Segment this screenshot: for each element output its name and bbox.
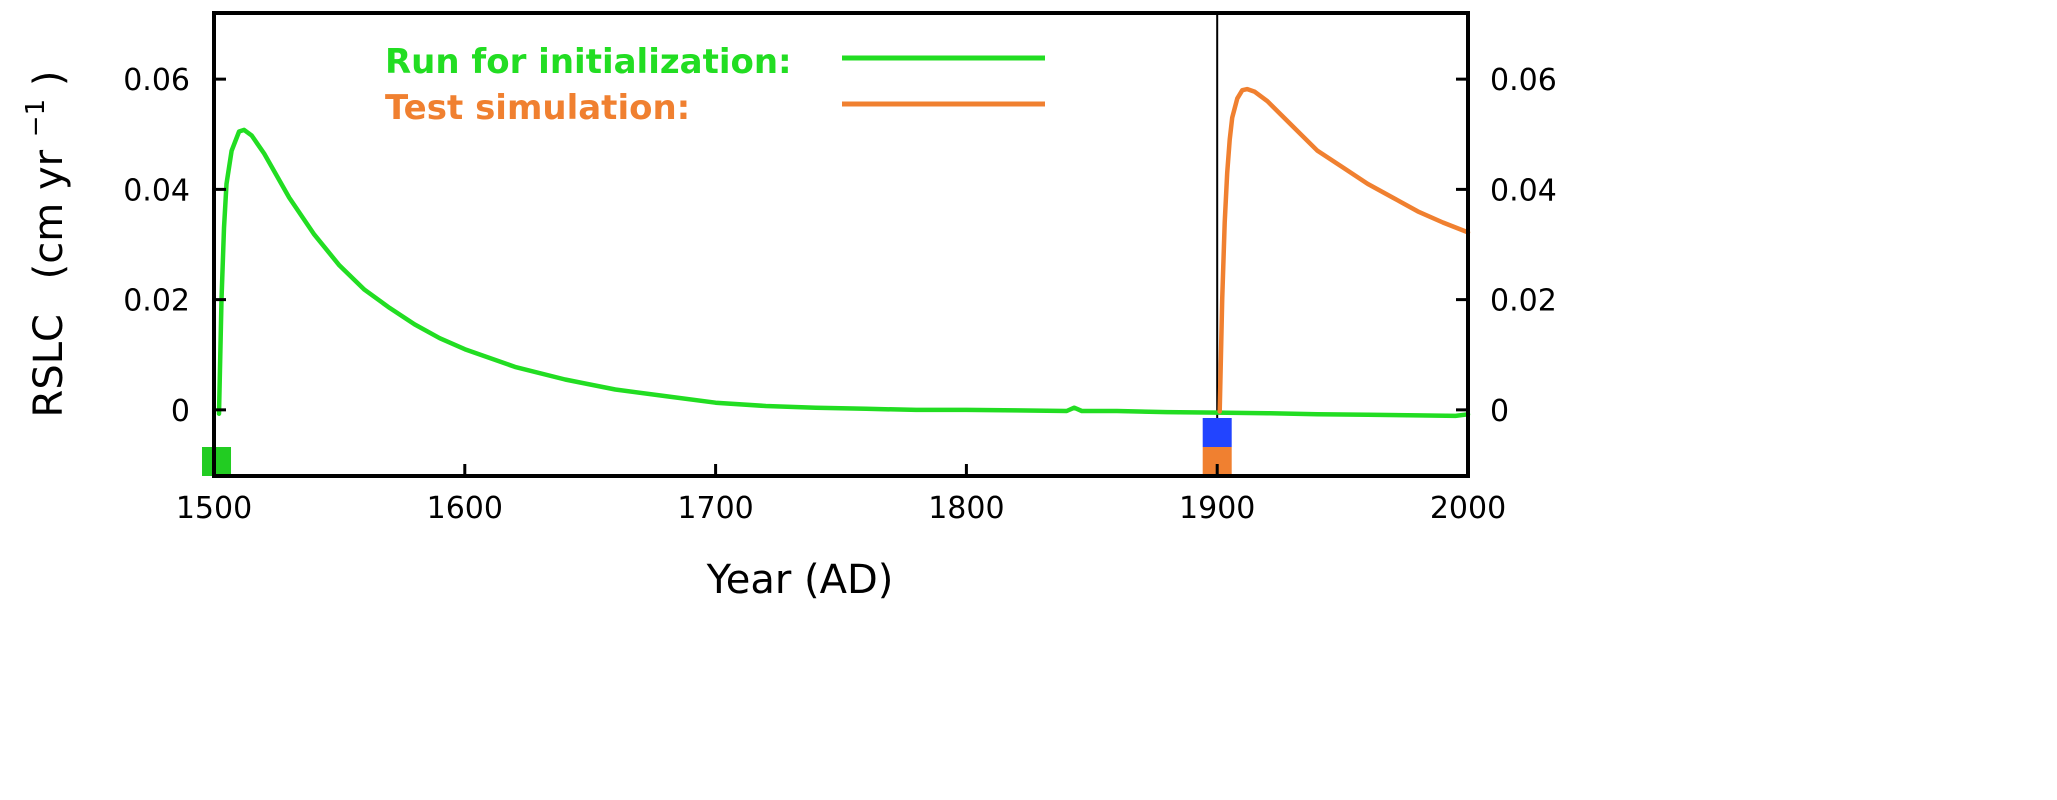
axis-layer: 1500 1600 1700 1800 1900 2000 0 0.02 0.04 0.06 0 0.… bbox=[123, 11, 1557, 526]
series-line-test bbox=[1217, 86, 1471, 414]
x-tick-label: 1700 bbox=[677, 491, 753, 526]
y-tick-label-left: 0 bbox=[171, 394, 190, 429]
series-line-init bbox=[216, 127, 1471, 419]
y-tick-label-right: 0 bbox=[1490, 394, 1509, 429]
y-axis-title-unit: (cm yr bbox=[26, 149, 72, 279]
rslc-chart: 1500 1600 1700 1800 1900 2000 0 0.02 0.04 0.06 0 0.… bbox=[8, 11, 1557, 603]
x-tick-label: 2000 bbox=[1430, 491, 1506, 526]
x-tick-label: 1800 bbox=[928, 491, 1004, 526]
marker-layer bbox=[202, 418, 1232, 476]
legend-label-init: Run for initialization: bbox=[385, 42, 792, 82]
y-axis-title-close: ) bbox=[26, 71, 72, 87]
plot-frame bbox=[212, 11, 1470, 478]
init-start-marker bbox=[202, 447, 232, 476]
x-tick-label: 1600 bbox=[427, 491, 503, 526]
svg-text:RSLC (cm yr −1: RSLC (cm yr −1 ) bbox=[8, 71, 72, 418]
y-tick-label-right: 0.02 bbox=[1490, 284, 1557, 319]
legend: Run for initialization: Test simulation: bbox=[385, 42, 1045, 128]
series-layer bbox=[216, 86, 1471, 419]
test-start-marker-blue bbox=[1202, 418, 1232, 447]
y-tick-label-left: 0.02 bbox=[123, 284, 190, 319]
y-tick-label-right: 0.06 bbox=[1490, 63, 1557, 98]
y-axis-title-exponent: −1 bbox=[21, 99, 51, 137]
x-axis-title: Year (AD) bbox=[706, 557, 894, 603]
x-tick-label: 1900 bbox=[1179, 491, 1255, 526]
y-axis-title-main: RSLC bbox=[26, 314, 72, 417]
y-axis-title: RSLC (cm yr −1 ) bbox=[8, 71, 72, 418]
legend-label-test: Test simulation: bbox=[385, 88, 690, 128]
y-tick-label-left: 0.06 bbox=[123, 63, 190, 98]
x-tick-label: 1500 bbox=[176, 491, 252, 526]
y-tick-label-right: 0.04 bbox=[1490, 173, 1557, 208]
y-tick-label-left: 0.04 bbox=[123, 173, 190, 208]
